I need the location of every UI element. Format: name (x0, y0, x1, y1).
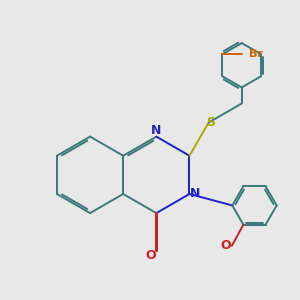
Text: N: N (190, 188, 200, 200)
Text: S: S (206, 116, 215, 129)
Text: N: N (151, 124, 161, 137)
Text: O: O (145, 249, 156, 262)
Text: Br: Br (249, 49, 263, 59)
Text: O: O (221, 239, 232, 252)
